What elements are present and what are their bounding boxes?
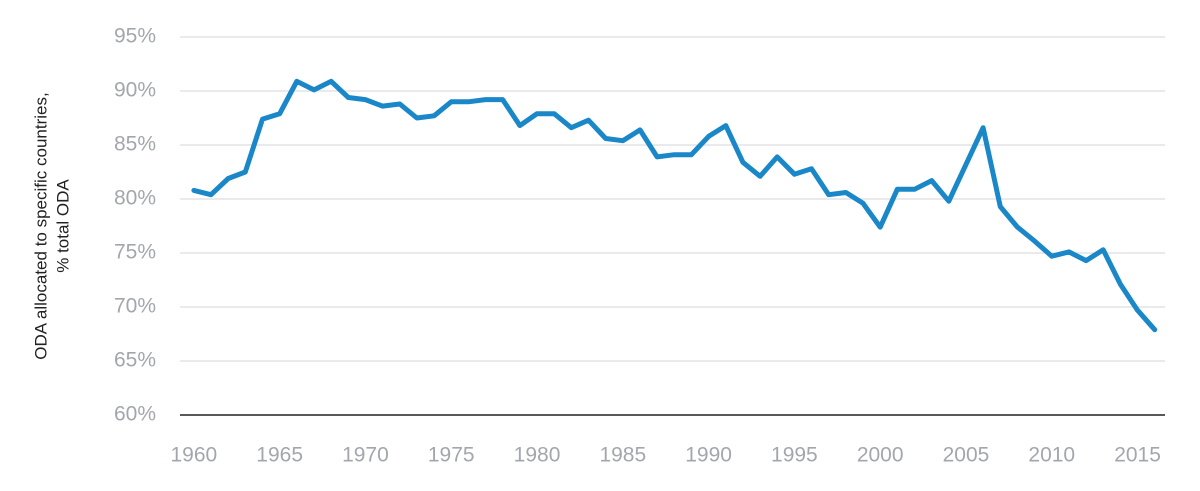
data-line: [191, 78, 1158, 333]
x-tick-label: 1960: [171, 444, 218, 467]
x-tick-label: 1985: [599, 444, 646, 467]
y-tick-label: 70%: [114, 295, 156, 318]
y-tick-label: 75%: [114, 241, 156, 264]
x-tick-label: 1965: [256, 444, 303, 467]
x-tick-label: 2010: [1028, 444, 1075, 467]
y-tick-label: 85%: [114, 133, 156, 156]
y-tick-label: 80%: [114, 187, 156, 210]
y-tick-label: 90%: [114, 79, 156, 102]
x-tick-label: 2005: [943, 444, 990, 467]
y-tick-label: 60%: [114, 403, 156, 426]
x-tick-label: 2015: [1114, 444, 1161, 467]
y-tick-label: 65%: [114, 349, 156, 372]
y-tick-label: 95%: [114, 25, 156, 48]
x-tick-label: 1980: [514, 444, 561, 467]
x-tick-label: 1995: [771, 444, 818, 467]
x-tick-label: 1990: [685, 444, 732, 467]
x-tick-label: 1970: [342, 444, 389, 467]
x-tick-label: 2000: [857, 444, 904, 467]
y-axis-label: ODA allocated to specific countries,: [31, 92, 50, 359]
x-tick-label: 1975: [428, 444, 475, 467]
y-axis-label: % total ODA: [53, 179, 72, 273]
